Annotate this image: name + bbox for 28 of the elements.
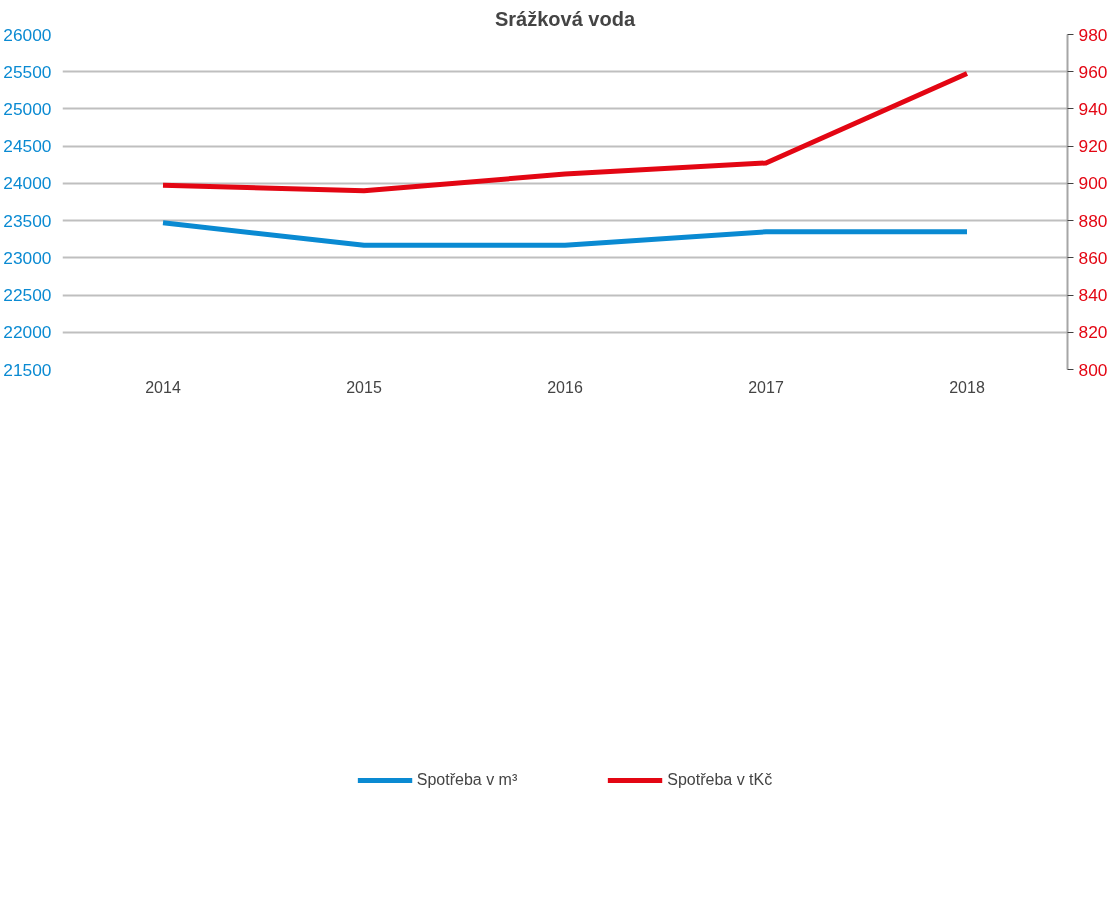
y-tick-label: 23000 — [3, 247, 52, 268]
chart-title: Srážková voda — [494, 7, 636, 30]
y2-tick-label: 860 — [1078, 247, 1108, 268]
y-tick-label: 26000 — [3, 24, 52, 45]
y-tick-label: 24500 — [3, 136, 52, 157]
y2-tick-label: 900 — [1078, 173, 1108, 194]
y2-tick-label: 840 — [1078, 285, 1108, 306]
y-tick-label: 22500 — [3, 285, 52, 306]
y-tick-label: 21500 — [3, 359, 52, 380]
y-tick-label: 23500 — [3, 210, 52, 231]
legend-label: Spotřeba v m³ — [416, 771, 518, 789]
y-tick-label: 25500 — [3, 61, 52, 82]
y2-tick-label: 920 — [1078, 136, 1108, 157]
x-tick-label: 2018 — [949, 378, 985, 396]
y2-tick-label: 820 — [1078, 322, 1108, 343]
legend-label: Spotřeba v tKč — [667, 771, 773, 789]
y2-tick-label: 960 — [1078, 61, 1108, 82]
y-tick-label: 24000 — [3, 173, 52, 194]
x-tick-label: 2016 — [547, 378, 583, 396]
y-tick-label: 25000 — [3, 98, 52, 119]
x-tick-label: 2015 — [346, 378, 382, 396]
y2-tick-label: 940 — [1078, 98, 1108, 119]
y2-tick-label: 800 — [1078, 359, 1108, 380]
x-tick-label: 2014 — [145, 378, 181, 396]
x-tick-label: 2017 — [748, 378, 784, 396]
y2-tick-label: 980 — [1078, 24, 1108, 45]
y-tick-label: 22000 — [3, 322, 52, 343]
y2-tick-label: 880 — [1078, 210, 1108, 231]
